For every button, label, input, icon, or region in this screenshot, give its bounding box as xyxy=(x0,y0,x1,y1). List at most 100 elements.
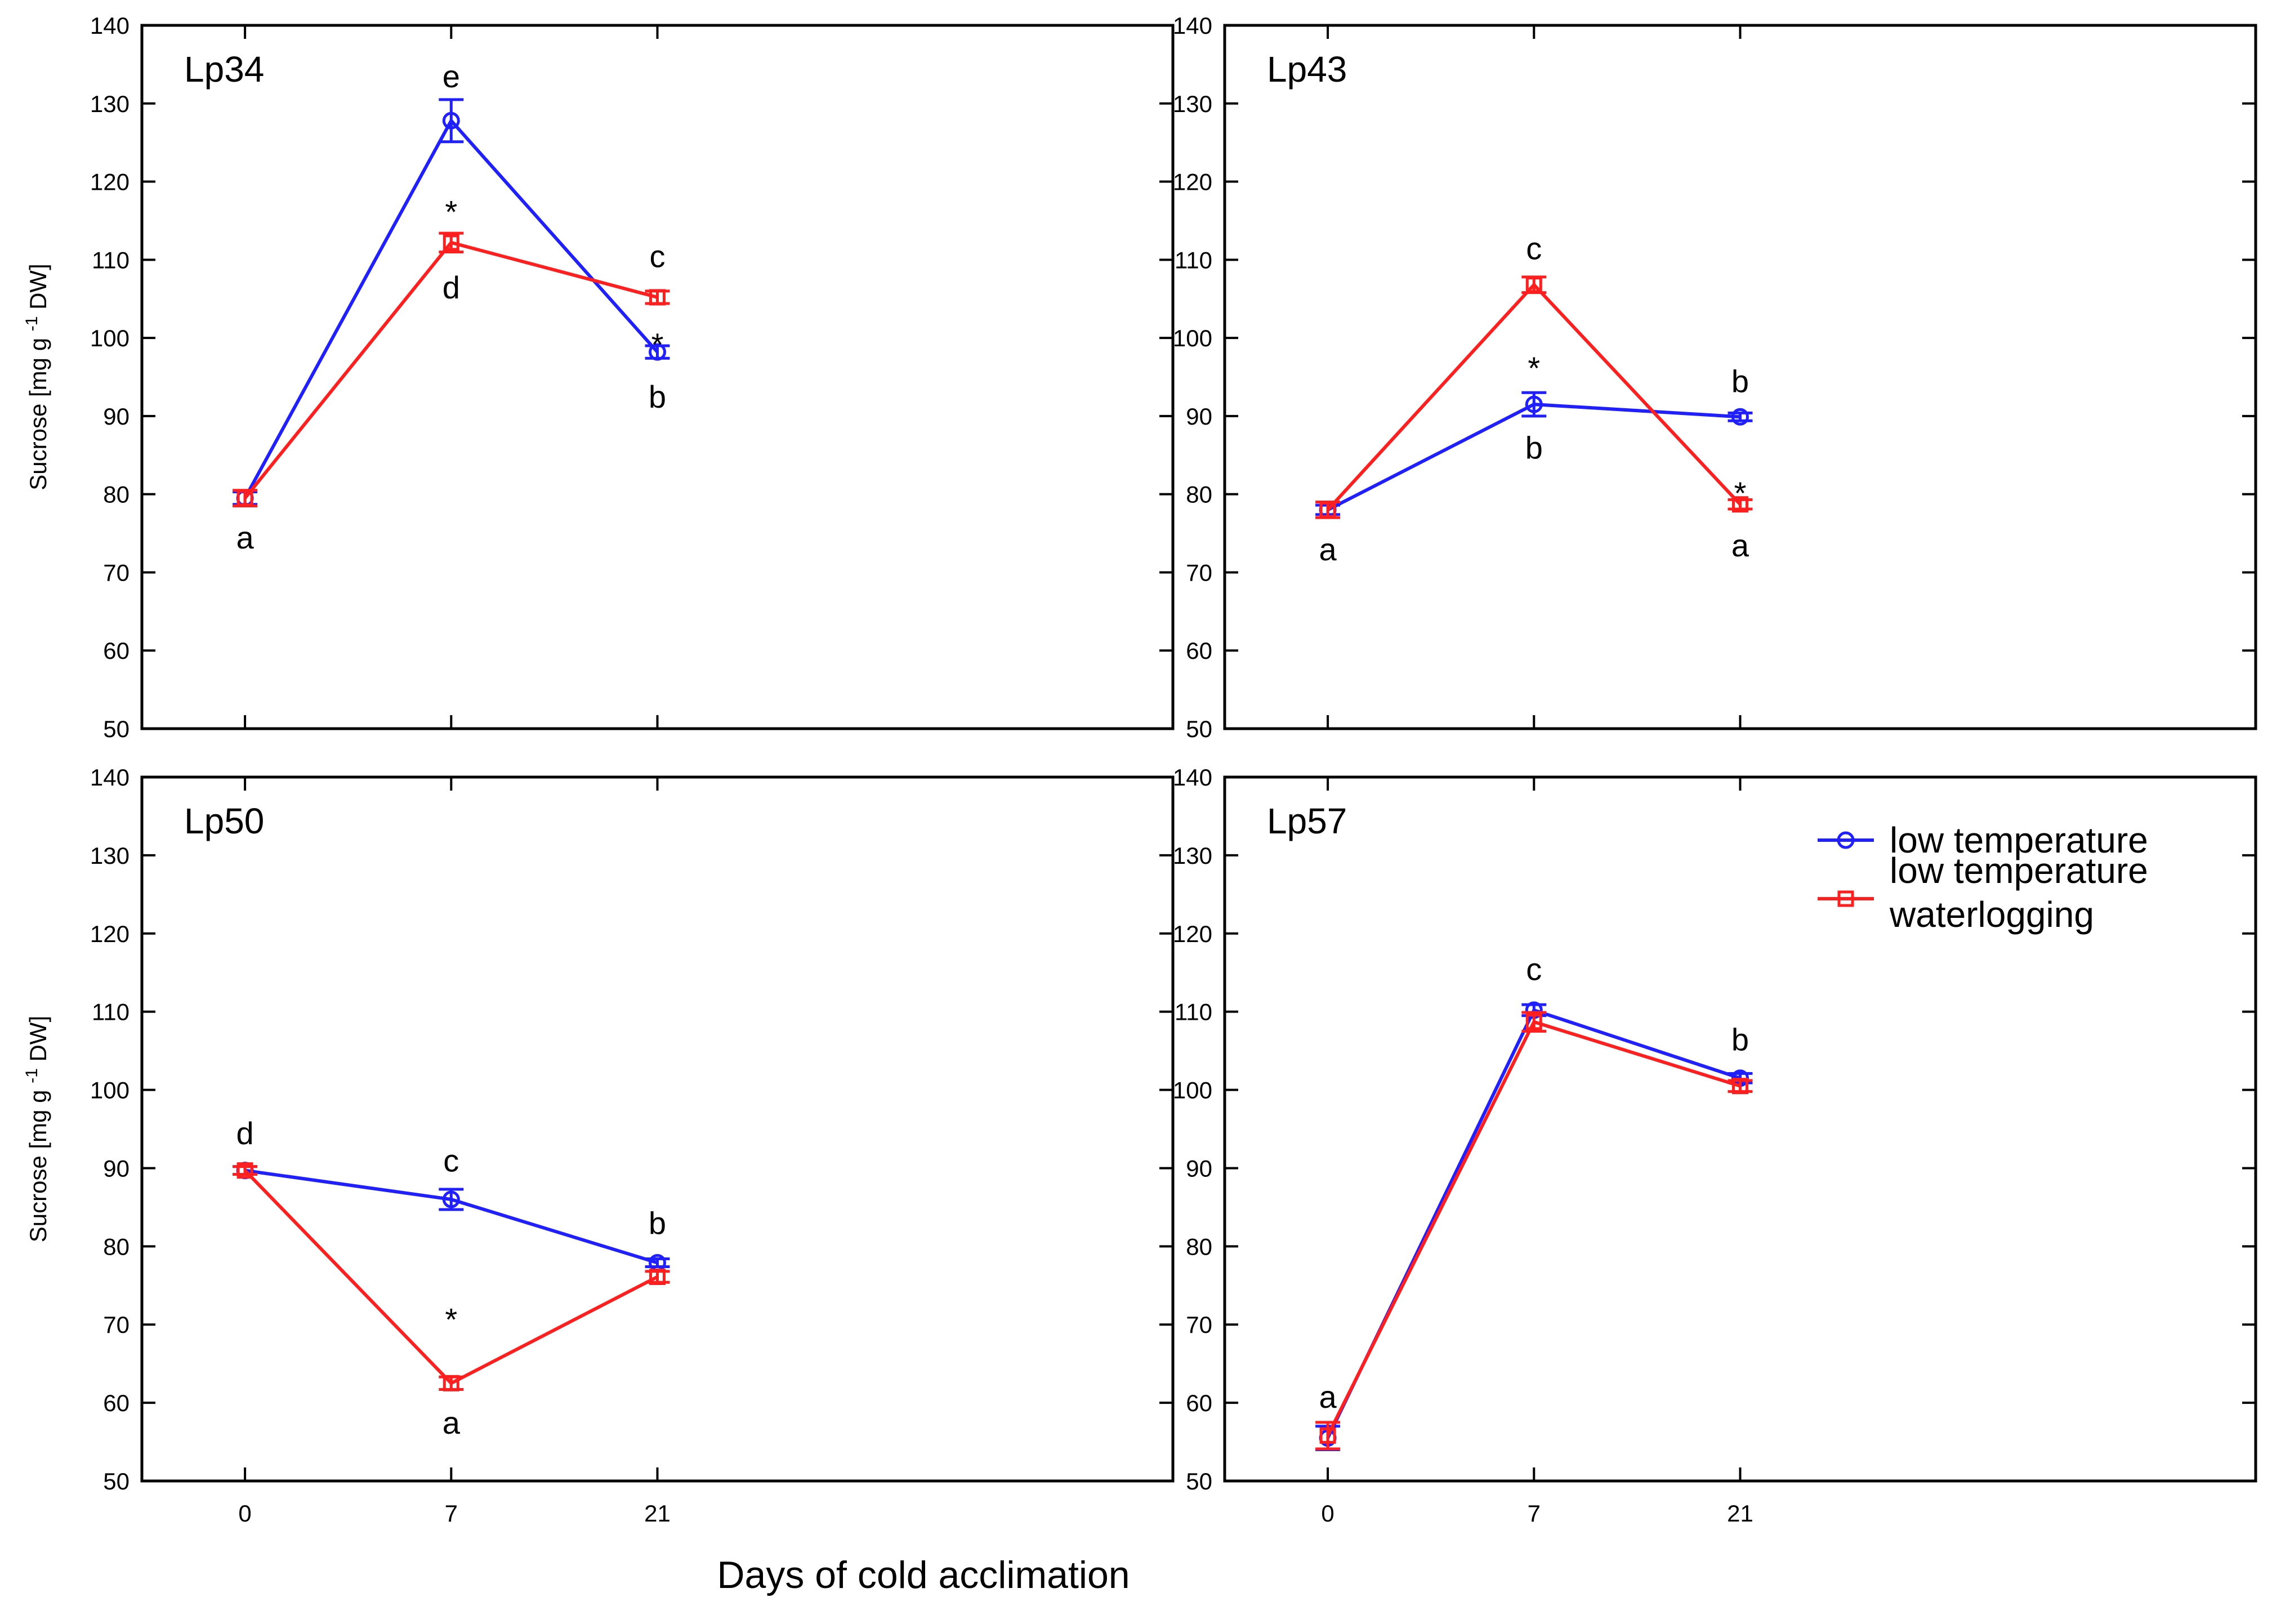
y-tick-label: 100 xyxy=(1173,325,1212,351)
y-tick-label: 130 xyxy=(1173,91,1212,117)
y-label-text: Sucrose [mg g xyxy=(25,331,51,490)
y-tick-label: 80 xyxy=(103,1233,130,1260)
y-tick-label: 50 xyxy=(103,716,130,742)
y-label-exponent: -1 xyxy=(23,1068,41,1083)
significance-letter: b xyxy=(649,1206,666,1241)
y-tick-label: 80 xyxy=(103,481,130,508)
y-tick-label: 90 xyxy=(103,1155,130,1181)
error-bar-lowtemp xyxy=(645,1257,670,1268)
y-tick-label: 60 xyxy=(1186,637,1212,664)
data-point-waterlogging xyxy=(1525,1014,1542,1030)
x-axis-label: Days of cold acclimation xyxy=(717,1554,1130,1596)
panel-title: Lp57 xyxy=(1267,801,1347,841)
data-point-waterlogging xyxy=(236,1162,253,1179)
series-line-lowtemp xyxy=(1326,1008,1741,1439)
y-tick-label: 90 xyxy=(103,403,130,430)
x-tick-label: 21 xyxy=(644,1500,671,1527)
y-axis-label-bottom: Sucrose [mg g -1 DW] xyxy=(23,1016,51,1242)
panel-lp57: 50 60 70 80 90 100 110 120 130 140 0 7 21 Lp57 a c b xyxy=(1173,764,2257,1527)
y-tick-label: 120 xyxy=(90,169,130,195)
y-tick-label: 130 xyxy=(90,842,130,869)
significance-letter: c xyxy=(443,1143,459,1179)
x-tick-label: 7 xyxy=(1528,1500,1541,1527)
panel-lp50: 50 60 70 80 90 100 110 120 130 140 0 7 21 Lp50 d c * a b xyxy=(90,764,1175,1527)
significance-letter: b xyxy=(1731,1021,1749,1057)
significance-star: * xyxy=(445,194,457,229)
error-bar-lowtemp xyxy=(1728,411,1753,422)
legend-label: low temperature xyxy=(1890,850,2148,891)
y-tick-label: 70 xyxy=(1186,559,1212,586)
y-tick-label: 70 xyxy=(103,1311,130,1338)
y-tick-label: 140 xyxy=(90,764,130,791)
significance-letter: d xyxy=(236,1116,254,1151)
plot-frame xyxy=(140,775,1175,1483)
significance-letter: b xyxy=(649,379,666,414)
legend-marker xyxy=(1837,890,1854,907)
data-point-waterlogging xyxy=(1732,1078,1748,1095)
x-tick-label: 0 xyxy=(1321,1500,1334,1527)
y-tick-label: 140 xyxy=(1173,764,1212,791)
data-point-waterlogging xyxy=(443,1375,459,1391)
y-tick-label: 120 xyxy=(1173,921,1212,947)
significance-letter: a xyxy=(236,520,255,555)
x-tick-label: 21 xyxy=(1727,1500,1753,1527)
significance-star: * xyxy=(445,1301,457,1337)
y-tick-label: 120 xyxy=(90,921,130,947)
panel-title: Lp34 xyxy=(184,49,264,90)
y-label-unit: DW] xyxy=(25,264,51,316)
significance-letter: d xyxy=(443,270,460,305)
data-point-waterlogging xyxy=(1319,1427,1336,1444)
plot-frame xyxy=(140,24,1175,730)
y-tick-label: 50 xyxy=(1186,1468,1212,1494)
y-tick-label: 100 xyxy=(1173,1077,1212,1104)
data-point-waterlogging xyxy=(1319,501,1336,518)
error-bar-waterlogging xyxy=(645,289,670,305)
y-label-text: Sucrose [mg g xyxy=(25,1083,51,1242)
y-tick-label: 100 xyxy=(90,1077,130,1104)
y-label-exponent: -1 xyxy=(23,316,41,332)
data-point-lowtemp xyxy=(442,1190,460,1208)
significance-letter: a xyxy=(1319,1379,1337,1415)
y-tick-label: 90 xyxy=(1186,403,1212,430)
significance-letter: a xyxy=(1731,528,1749,563)
data-point-waterlogging xyxy=(1525,276,1542,293)
series-line-waterlogging xyxy=(1326,1020,1741,1436)
data-point-lowtemp xyxy=(1731,408,1749,426)
data-point-waterlogging xyxy=(649,289,666,306)
data-point-waterlogging xyxy=(649,1269,666,1285)
error-bar-waterlogging xyxy=(1315,1421,1341,1451)
y-tick-label: 80 xyxy=(1186,1233,1212,1260)
x-tick-label: 7 xyxy=(445,1500,458,1527)
x-tick-label: 0 xyxy=(238,1500,251,1527)
y-tick-label: 70 xyxy=(1186,1311,1212,1338)
panels-layer: 5060708090100110120130140Lp34ae*dc*b5060… xyxy=(90,12,2257,1527)
y-axis-label-top: Sucrose [mg g -1 DW] xyxy=(23,264,51,490)
y-tick-label: 110 xyxy=(1175,247,1212,273)
y-tick-label: 140 xyxy=(1173,12,1212,39)
y-tick-label: 120 xyxy=(1173,169,1212,195)
data-point-lowtemp xyxy=(1525,395,1543,413)
legend-label: waterlogging xyxy=(1889,894,2094,935)
y-tick-label: 60 xyxy=(103,1390,130,1416)
panel-title: Lp50 xyxy=(184,801,264,841)
y-tick-label: 110 xyxy=(1175,999,1212,1025)
data-point-lowtemp xyxy=(649,343,666,361)
legend-label: low temperature xyxy=(1890,820,2148,860)
significance-star: * xyxy=(1734,475,1747,511)
data-point-waterlogging xyxy=(236,490,253,507)
legend-marker xyxy=(1837,831,1855,849)
y-label-unit: DW] xyxy=(25,1016,51,1068)
significance-star: * xyxy=(1528,350,1540,386)
y-tick-label: 60 xyxy=(103,637,130,664)
y-tick-label: 50 xyxy=(1186,716,1212,742)
panel-title: Lp43 xyxy=(1267,49,1347,90)
data-point-waterlogging xyxy=(443,234,459,251)
panel-lp34: 50 60 70 80 90 100 110 120 130 140 Lp34 a e * d c * b xyxy=(90,12,1175,742)
error-bar-waterlogging xyxy=(233,1165,258,1176)
panel-lp43: 50 60 70 80 90 100 110 120 130 140 Lp43 a c * b b * a xyxy=(1173,12,2257,742)
significance-star: * xyxy=(651,327,664,362)
y-tick-label: 80 xyxy=(1186,481,1212,508)
series-line-lowtemp xyxy=(244,1168,658,1265)
significance-letter: c xyxy=(1526,231,1542,266)
